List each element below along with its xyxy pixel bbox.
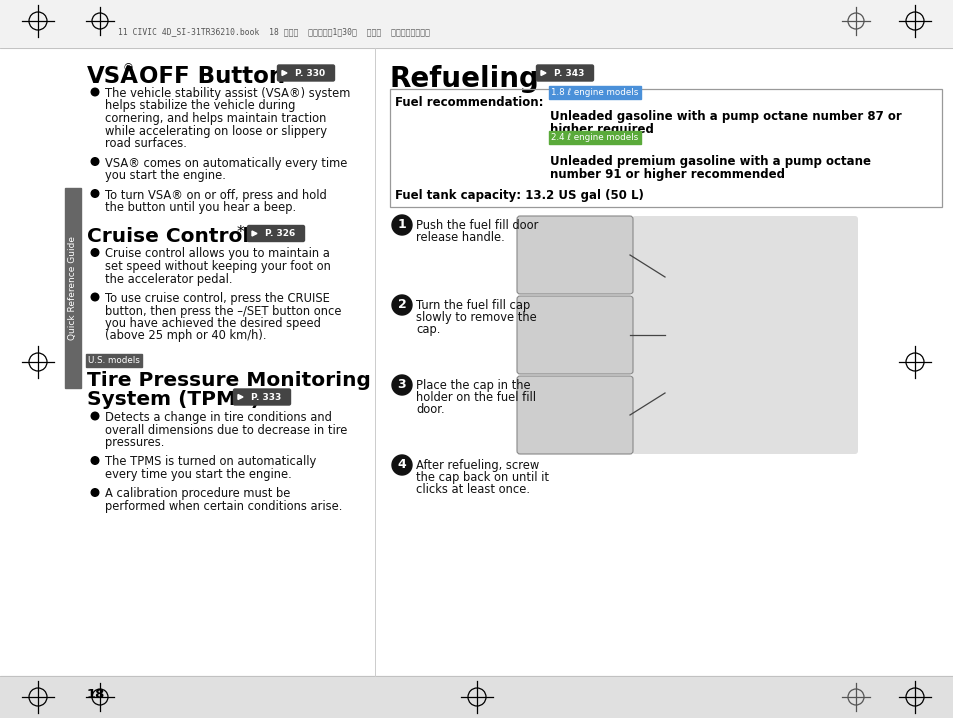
Text: 11 CIVIC 4D_SI-31TR36210.book  18 ページ  ２０１４年1月30日  木曜日  午後１２晎１８分: 11 CIVIC 4D_SI-31TR36210.book 18 ページ ２０１… [118,27,430,37]
Text: the accelerator pedal.: the accelerator pedal. [105,273,233,286]
Text: To use cruise control, press the CRUISE: To use cruise control, press the CRUISE [105,292,330,305]
Text: P. 326: P. 326 [265,229,294,238]
Polygon shape [282,70,287,75]
Polygon shape [540,70,545,75]
Text: number 91 or higher recommended: number 91 or higher recommended [550,168,784,181]
Circle shape [91,158,99,165]
Text: Cruise Control: Cruise Control [87,226,249,246]
Text: 3: 3 [397,378,406,391]
Text: performed when certain conditions arise.: performed when certain conditions arise. [105,500,342,513]
Text: Tire Pressure Monitoring: Tire Pressure Monitoring [87,371,371,390]
Circle shape [91,88,99,95]
Text: overall dimensions due to decrease in tire: overall dimensions due to decrease in ti… [105,424,347,437]
Text: System (TPMS): System (TPMS) [87,390,260,409]
Circle shape [392,455,412,475]
Text: cornering, and helps maintain traction: cornering, and helps maintain traction [105,112,326,125]
Text: Turn the fuel fill cap: Turn the fuel fill cap [416,299,530,312]
Text: you have achieved the desired speed: you have achieved the desired speed [105,317,320,330]
Text: P. 333: P. 333 [251,393,281,401]
Text: holder on the fuel fill: holder on the fuel fill [416,391,536,404]
Circle shape [91,248,99,256]
Polygon shape [237,394,243,399]
FancyBboxPatch shape [517,216,633,294]
FancyBboxPatch shape [517,296,633,374]
Text: door.: door. [416,403,444,416]
Text: P. 330: P. 330 [294,68,325,78]
Text: A calibration procedure must be: A calibration procedure must be [105,488,290,500]
Text: Unleaded premium gasoline with a pump octane: Unleaded premium gasoline with a pump oc… [550,155,870,168]
Text: Fuel tank capacity: 13.2 US gal (50 L): Fuel tank capacity: 13.2 US gal (50 L) [395,189,643,202]
Text: set speed without keeping your foot on: set speed without keeping your foot on [105,260,331,273]
FancyBboxPatch shape [536,65,593,81]
Text: Cruise control allows you to maintain a: Cruise control allows you to maintain a [105,248,330,261]
Text: ®: ® [123,63,133,73]
Text: 2.4 ℓ engine models: 2.4 ℓ engine models [551,133,638,142]
Bar [0,676,953,718]
Text: 1: 1 [397,218,406,231]
Text: Place the cap in the: Place the cap in the [416,379,530,392]
Circle shape [91,293,99,301]
Text: road surfaces.: road surfaces. [105,137,187,150]
Text: every time you start the engine.: every time you start the engine. [105,468,292,481]
FancyBboxPatch shape [247,225,304,241]
Circle shape [392,375,412,395]
Text: The TPMS is turned on automatically: The TPMS is turned on automatically [105,455,315,469]
Text: you start the engine.: you start the engine. [105,169,226,182]
Bar [390,89,941,207]
Text: To turn VSA® on or off, press and hold: To turn VSA® on or off, press and hold [105,189,327,202]
Text: Push the fuel fill door: Push the fuel fill door [416,219,537,232]
FancyBboxPatch shape [233,389,291,405]
Text: Fuel recommendation:: Fuel recommendation: [395,96,543,109]
Text: pressures.: pressures. [105,436,164,449]
Text: 18: 18 [87,688,105,701]
Circle shape [91,190,99,197]
Text: 2: 2 [397,299,406,312]
Text: Detects a change in tire conditions and: Detects a change in tire conditions and [105,411,332,424]
Text: the button until you hear a beep.: the button until you hear a beep. [105,201,295,214]
Text: VSA® comes on automatically every time: VSA® comes on automatically every time [105,157,347,169]
FancyBboxPatch shape [631,216,857,454]
Text: cap.: cap. [416,323,440,336]
Bar [65,188,81,388]
Circle shape [91,489,99,496]
Circle shape [392,215,412,235]
FancyBboxPatch shape [517,376,633,454]
Polygon shape [252,231,256,236]
Text: VSA: VSA [87,65,139,88]
Bar [0,0,953,48]
FancyBboxPatch shape [277,65,335,81]
Text: (above 25 mph or 40 km/h).: (above 25 mph or 40 km/h). [105,330,266,342]
Text: the cap back on until it: the cap back on until it [416,471,548,484]
Text: P. 343: P. 343 [554,68,583,78]
Circle shape [392,295,412,315]
Text: helps stabilize the vehicle during: helps stabilize the vehicle during [105,100,295,113]
Text: clicks at least once.: clicks at least once. [416,483,530,496]
Text: button, then press the –/SET button once: button, then press the –/SET button once [105,304,341,317]
Text: slowly to remove the: slowly to remove the [416,311,537,324]
Text: higher required: higher required [550,123,653,136]
Circle shape [91,412,99,420]
Circle shape [91,457,99,465]
FancyBboxPatch shape [548,131,640,144]
Text: Unleaded gasoline with a pump octane number 87 or: Unleaded gasoline with a pump octane num… [550,110,901,123]
Text: U.S. models: U.S. models [88,356,140,365]
Text: After refueling, screw: After refueling, screw [416,459,538,472]
Text: Quick Reference Guide: Quick Reference Guide [69,236,77,340]
Text: release handle.: release handle. [416,231,504,244]
Text: 4: 4 [397,459,406,472]
Text: The vehicle stability assist (VSA®) system: The vehicle stability assist (VSA®) syst… [105,87,350,100]
FancyBboxPatch shape [86,354,142,367]
FancyBboxPatch shape [548,86,640,99]
Text: Refueling: Refueling [390,65,539,93]
Text: 1.8 ℓ engine models: 1.8 ℓ engine models [551,88,638,97]
Text: *: * [236,225,244,240]
Text: OFF Button: OFF Button [131,65,285,88]
Text: while accelerating on loose or slippery: while accelerating on loose or slippery [105,124,327,138]
